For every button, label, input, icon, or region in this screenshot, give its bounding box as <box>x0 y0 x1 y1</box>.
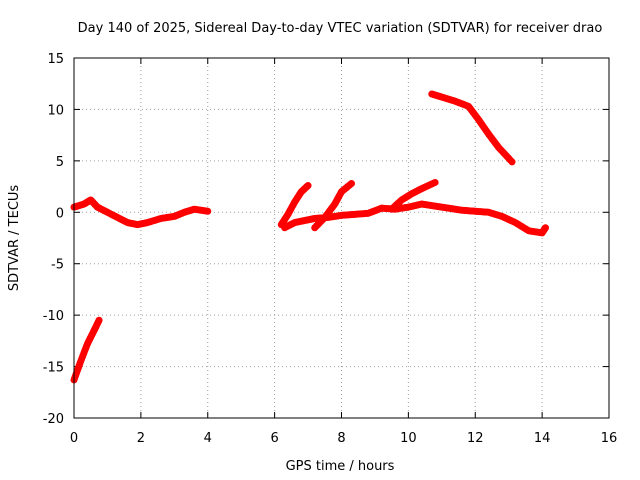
series-arc-4 <box>277 182 312 229</box>
grid-lines <box>74 58 609 418</box>
y-tick-label: -5 <box>51 258 64 273</box>
x-tick-label: 16 <box>601 431 618 446</box>
x-tick-label: 12 <box>467 431 484 446</box>
x-tick-label: 0 <box>70 431 78 446</box>
y-tick-label: 0 <box>56 206 64 221</box>
series-arc-1 <box>70 196 212 229</box>
x-tick-label: 8 <box>337 431 345 446</box>
x-tick-label: 10 <box>400 431 417 446</box>
x-tick-label: 2 <box>137 431 145 446</box>
y-tick-label: 5 <box>56 155 64 170</box>
y-tick-label: -15 <box>43 361 64 376</box>
x-tick-label: 4 <box>204 431 212 446</box>
chart-title: Day 140 of 2025, Sidereal Day-to-day VTE… <box>78 21 603 36</box>
data-point <box>348 179 356 187</box>
y-tick-label: 15 <box>47 52 64 67</box>
x-tick-labels: 0 2 4 6 8 10 12 14 16 <box>70 431 617 446</box>
data-point <box>541 224 549 232</box>
y-tick-label: -10 <box>43 309 64 324</box>
x-tick-label: 14 <box>534 431 551 446</box>
x-axis-label: GPS time / hours <box>286 459 395 474</box>
data-point <box>95 316 103 324</box>
y-axis-label: SDTVAR / TECUs <box>7 185 22 292</box>
series-arc-6 <box>388 178 439 213</box>
x-tick-label: 6 <box>270 431 278 446</box>
data-point <box>431 178 439 186</box>
data-point <box>304 182 312 190</box>
series-arc-2 <box>70 316 103 384</box>
data-point <box>508 158 516 166</box>
plot-frame <box>73 57 610 419</box>
series-arc-5 <box>311 179 356 232</box>
data-point <box>204 207 212 215</box>
y-tick-labels: -20 -15 -10 -5 0 5 10 15 <box>43 52 64 427</box>
y-tick-label: -20 <box>43 412 64 427</box>
series-arc-7 <box>428 90 516 166</box>
y-tick-label: 10 <box>47 103 64 118</box>
data-points <box>70 90 549 384</box>
